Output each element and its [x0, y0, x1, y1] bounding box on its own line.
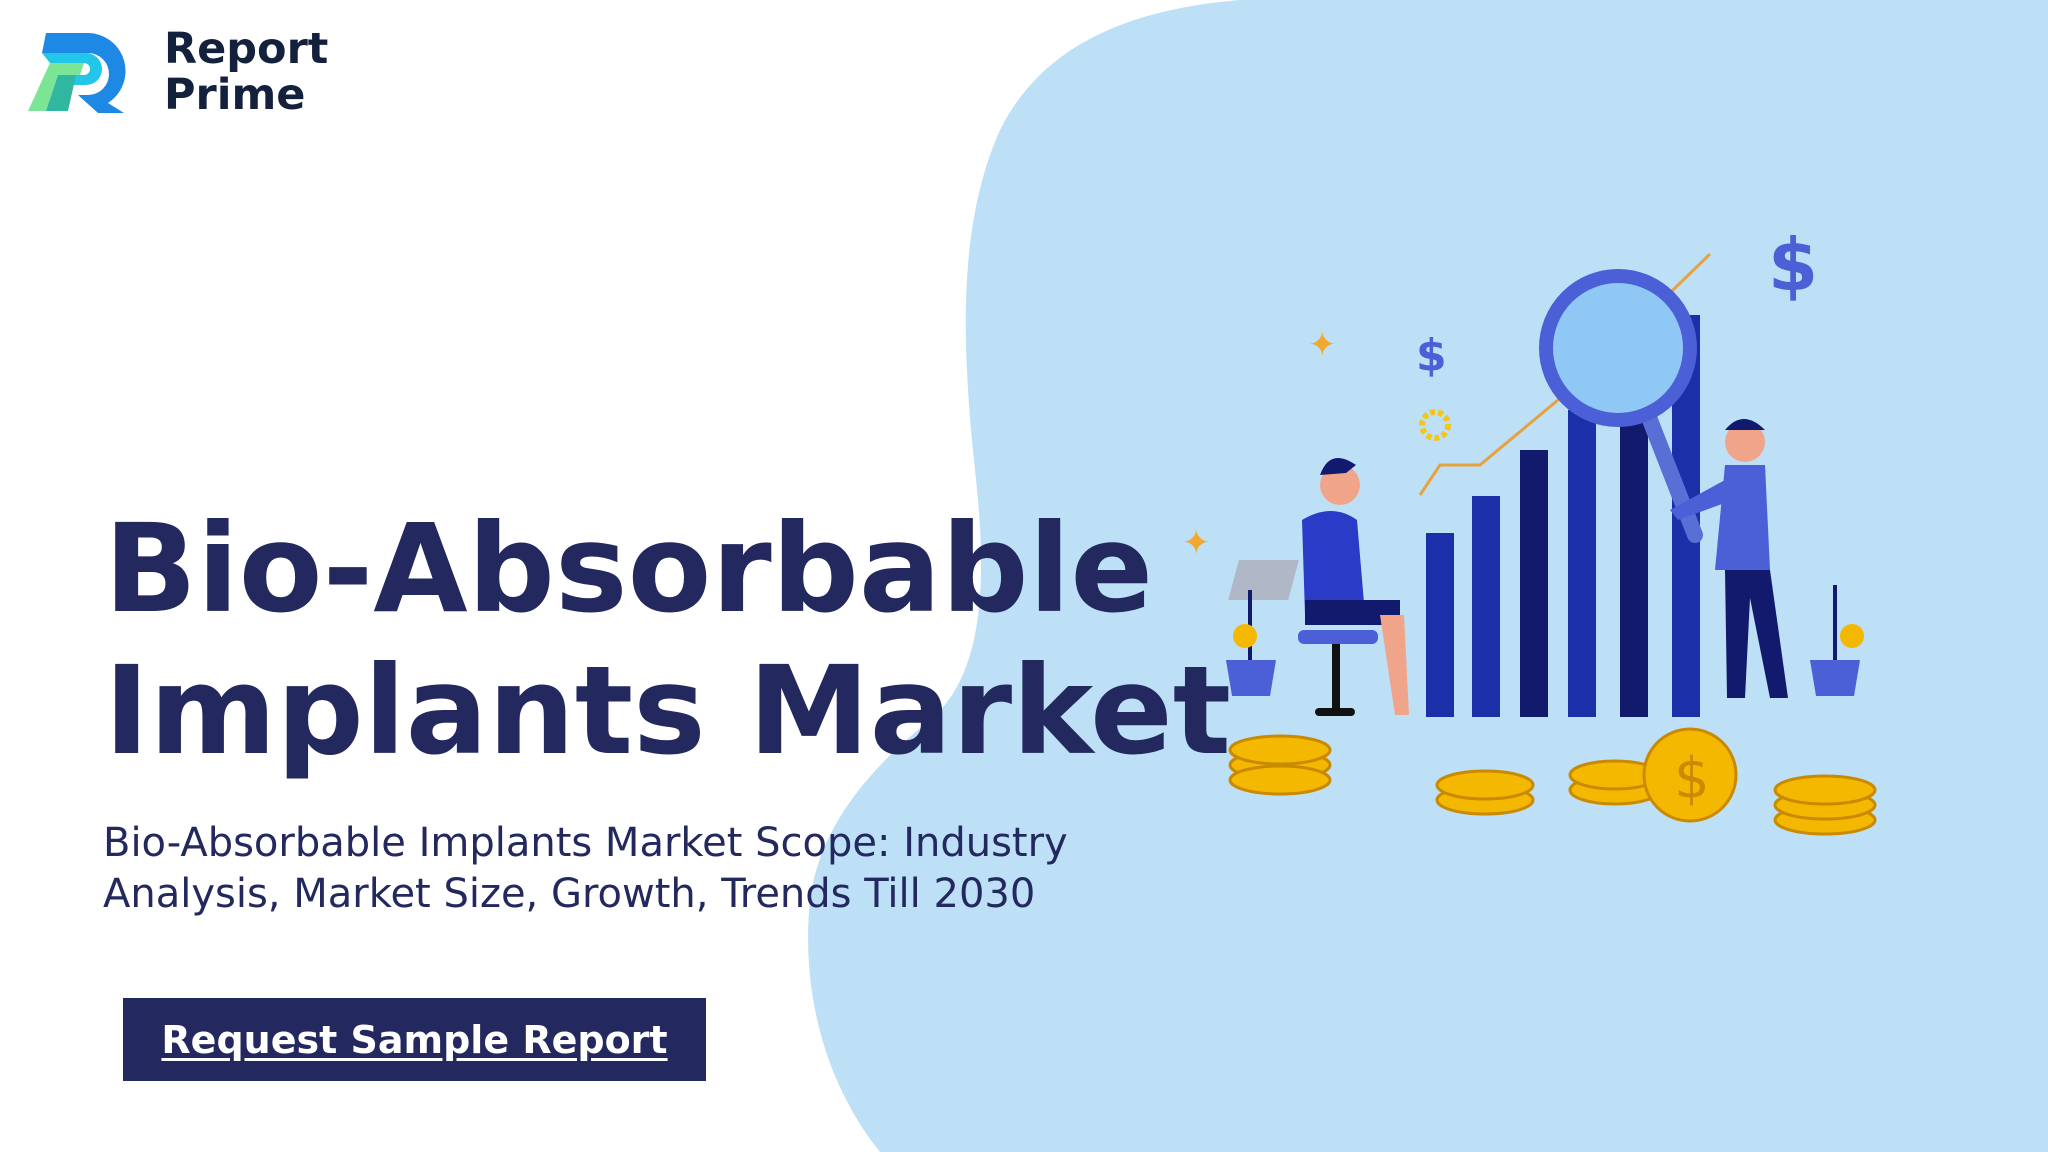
brand-name-line2: Prime	[164, 70, 306, 120]
subtitle-line1: Bio-Absorbable Implants Market Scope: In…	[103, 820, 1068, 866]
report-prime-logo-icon	[28, 33, 126, 113]
dollar-icon: $	[1674, 746, 1710, 811]
sparkle-icon: ✦	[1182, 523, 1211, 563]
page-title: Bio-Absorbable Implants Market	[104, 498, 1231, 782]
brand-name-line1: Report	[164, 24, 329, 74]
title-line1: Bio-Absorbable	[104, 498, 1154, 640]
coin-icon	[1228, 727, 1877, 836]
logo[interactable]: Report Prime	[28, 26, 328, 118]
market-illustration: $ $ ✦ ✦ $	[1182, 223, 1877, 836]
plant-icon	[1226, 590, 1276, 696]
plant-icon	[1810, 585, 1864, 696]
dollar-icon: $	[1768, 223, 1818, 307]
dollar-icon: $	[1416, 330, 1447, 381]
title-line2: Implants Market	[104, 640, 1232, 782]
bar-chart-graphic	[1426, 315, 1700, 717]
request-sample-report-button[interactable]: Request Sample Report	[123, 998, 706, 1081]
subtitle-line2: Analysis, Market Size, Growth, Trends Ti…	[103, 871, 1036, 917]
woman-figure	[1228, 457, 1409, 716]
gear-icon	[1419, 409, 1451, 441]
page-subtitle: Bio-Absorbable Implants Market Scope: In…	[103, 818, 1203, 920]
sparkle-icon: ✦	[1308, 325, 1337, 365]
man-figure	[1670, 419, 1788, 698]
